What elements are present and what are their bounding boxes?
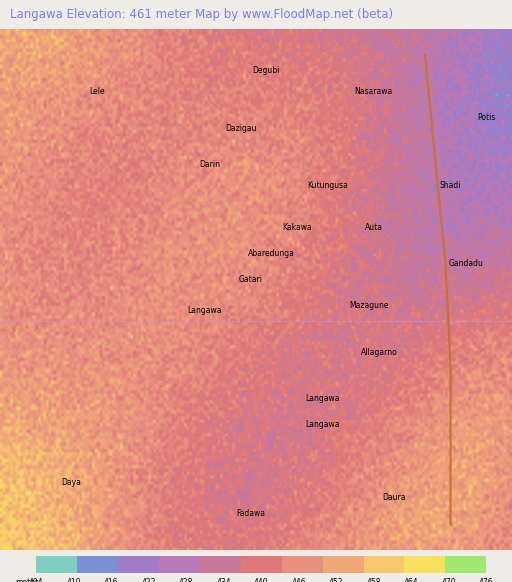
Bar (77, 556, 118, 573)
Bar (159, 556, 200, 573)
Text: 416: 416 (104, 577, 118, 582)
Text: 476: 476 (479, 577, 494, 582)
Bar (323, 556, 364, 573)
Text: Abaredunga: Abaredunga (248, 249, 295, 258)
Text: Darin: Darin (199, 160, 221, 169)
Text: 404: 404 (29, 577, 43, 582)
Text: Gandadu: Gandadu (449, 259, 483, 268)
Text: Kutungusa: Kutungusa (307, 181, 348, 190)
Text: 446: 446 (291, 577, 306, 582)
Text: 452: 452 (329, 577, 344, 582)
Text: 458: 458 (367, 577, 381, 582)
Text: Allagarno: Allagarno (360, 347, 397, 357)
Bar (200, 556, 241, 573)
Text: 422: 422 (141, 577, 156, 582)
Text: Auta: Auta (365, 222, 383, 232)
Bar (404, 556, 445, 573)
Text: Lele: Lele (90, 87, 105, 96)
Text: Shadi: Shadi (440, 181, 461, 190)
Bar (36, 556, 77, 573)
Text: Daura: Daura (382, 494, 406, 502)
Text: 428: 428 (179, 577, 193, 582)
Bar (282, 556, 323, 573)
Text: Nasarawa: Nasarawa (355, 87, 393, 96)
Bar (118, 556, 159, 573)
Text: 464: 464 (404, 577, 419, 582)
Text: 410: 410 (66, 577, 80, 582)
Text: 434: 434 (216, 577, 231, 582)
Text: Daya: Daya (62, 478, 81, 487)
Text: Fadawa: Fadawa (237, 509, 265, 518)
Text: Langawa: Langawa (305, 420, 340, 430)
Text: Degubi: Degubi (252, 66, 280, 75)
Bar (364, 556, 404, 573)
Text: Mazagune: Mazagune (349, 301, 389, 310)
Text: Langawa: Langawa (305, 395, 340, 403)
Bar (445, 556, 486, 573)
Text: Dazigau: Dazigau (225, 123, 257, 133)
Text: Langawa Elevation: 461 meter Map by www.FloodMap.net (beta): Langawa Elevation: 461 meter Map by www.… (10, 8, 393, 21)
Text: 470: 470 (441, 577, 456, 582)
Text: meter: meter (15, 577, 38, 582)
Text: 440: 440 (254, 577, 268, 582)
Bar (241, 556, 282, 573)
Text: Gatari: Gatari (239, 275, 263, 283)
Text: Langawa: Langawa (187, 306, 222, 315)
Text: Potis: Potis (477, 113, 496, 122)
Text: Kakawa: Kakawa (282, 222, 312, 232)
